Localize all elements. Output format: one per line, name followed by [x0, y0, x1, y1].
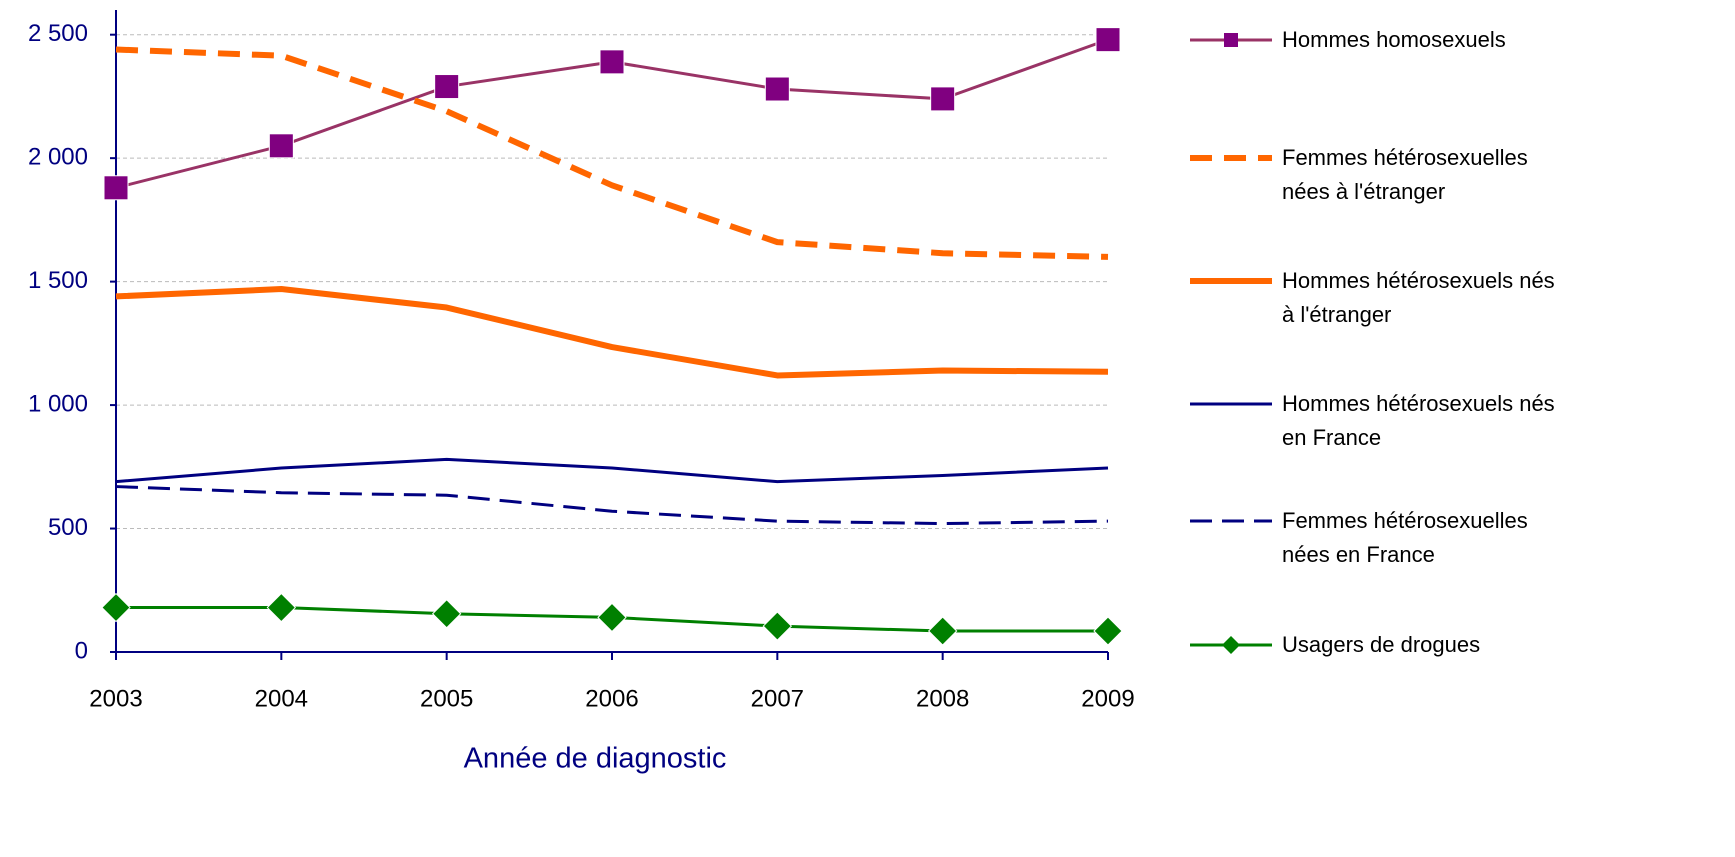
x-tick-label: 2004 [255, 685, 308, 712]
legend-label: Femmes hétérosexuelles nées en France [1282, 508, 1528, 567]
legend-label: Hommes hétérosexuels nés à l'étranger [1282, 268, 1555, 327]
legend-label: Usagers de drogues [1282, 632, 1481, 657]
y-tick-label: 2 000 [28, 143, 88, 170]
series-line [115, 457, 1109, 484]
series-line [115, 46, 1109, 260]
data-point [103, 175, 129, 201]
data-point [1093, 616, 1123, 646]
data-point [101, 592, 131, 623]
x-tick-label: 2005 [420, 685, 473, 712]
data-point [599, 49, 625, 75]
data-point [268, 133, 294, 159]
data-point [266, 592, 297, 623]
data-point [927, 616, 958, 646]
y-tick-label: 500 [48, 514, 88, 541]
x-axis-label: Année de diagnostic [464, 743, 727, 775]
data-point [431, 599, 462, 629]
legend-label: Hommes hétérosexuels nés en France [1282, 391, 1555, 450]
data-point [434, 74, 460, 100]
legend-marker [1222, 636, 1240, 654]
y-tick-label: 1 500 [28, 267, 88, 294]
x-tick-label: 2008 [916, 685, 969, 712]
legend-label: Femmes hétérosexuelles nées à l'étranger [1282, 145, 1528, 204]
data-point [764, 76, 790, 102]
y-tick-label: 0 [75, 637, 88, 664]
data-point [930, 86, 956, 112]
x-tick-label: 2009 [1081, 685, 1134, 712]
series-line [115, 286, 1109, 379]
x-tick-label: 2003 [89, 685, 142, 712]
data-point [1095, 27, 1121, 53]
x-tick-label: 2006 [585, 685, 638, 712]
x-tick-label: 2007 [751, 685, 804, 712]
y-tick-label: 1 000 [28, 390, 88, 417]
legend-label: Hommes homosexuels [1282, 27, 1506, 52]
legend-marker [1224, 33, 1238, 47]
data-point [762, 611, 793, 641]
series-line [115, 485, 1109, 526]
data-point [597, 602, 627, 633]
y-tick-label: 2 500 [28, 20, 88, 47]
